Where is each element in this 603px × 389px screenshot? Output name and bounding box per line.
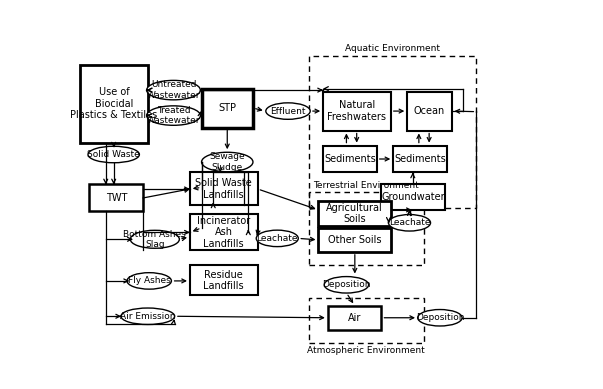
Ellipse shape	[88, 146, 139, 163]
Text: Bottom Ashes
Slag: Bottom Ashes Slag	[124, 230, 186, 249]
Text: Ocean: Ocean	[414, 106, 445, 116]
FancyBboxPatch shape	[382, 184, 444, 210]
Text: Residue
Landfills: Residue Landfills	[203, 270, 244, 291]
FancyBboxPatch shape	[407, 92, 452, 131]
Ellipse shape	[388, 215, 431, 231]
Text: Aquatic Environment: Aquatic Environment	[345, 44, 440, 53]
Text: Untreated
Wastewater: Untreated Wastewater	[147, 81, 200, 100]
FancyBboxPatch shape	[323, 92, 391, 131]
Ellipse shape	[266, 103, 310, 119]
Text: Solid Waste: Solid Waste	[87, 150, 140, 159]
Text: Terrestrial Environment: Terrestrial Environment	[314, 180, 419, 189]
Ellipse shape	[418, 310, 462, 326]
Text: STP: STP	[218, 103, 236, 113]
FancyBboxPatch shape	[318, 228, 391, 252]
Text: Incinerator
Ash
Landfills: Incinerator Ash Landfills	[197, 216, 250, 249]
Text: Agricultural
Soils: Agricultural Soils	[326, 203, 383, 224]
Text: Other Soils: Other Soils	[328, 235, 381, 245]
FancyBboxPatch shape	[323, 145, 377, 172]
FancyBboxPatch shape	[201, 89, 253, 128]
Text: Sewage
Sludge: Sewage Sludge	[209, 152, 245, 172]
Ellipse shape	[324, 277, 368, 293]
Text: Atmospheric Environment: Atmospheric Environment	[308, 345, 425, 355]
Text: Solid Waste
Landfills: Solid Waste Landfills	[195, 178, 252, 200]
FancyBboxPatch shape	[318, 201, 391, 226]
Text: Air Emission: Air Emission	[120, 312, 175, 321]
Ellipse shape	[147, 81, 200, 100]
Text: Natural
Freshwaters: Natural Freshwaters	[327, 100, 387, 122]
FancyBboxPatch shape	[190, 172, 257, 205]
Text: Deposition: Deposition	[415, 313, 464, 322]
Text: Use of
Biocidal
Plastics & Textiles: Use of Biocidal Plastics & Textiles	[71, 87, 157, 120]
Ellipse shape	[121, 308, 175, 324]
FancyBboxPatch shape	[190, 265, 257, 295]
Text: Sediments: Sediments	[394, 154, 446, 164]
Text: Deposition: Deposition	[322, 280, 371, 289]
Text: Sediments: Sediments	[324, 154, 376, 164]
FancyBboxPatch shape	[89, 184, 143, 212]
FancyBboxPatch shape	[190, 214, 257, 251]
Text: Effluent: Effluent	[270, 107, 306, 116]
Ellipse shape	[201, 152, 253, 172]
FancyBboxPatch shape	[80, 65, 148, 142]
Text: Treated
Wastewater: Treated Wastewater	[147, 106, 200, 125]
Text: Fly Ashes: Fly Ashes	[128, 277, 171, 286]
Text: Groundwater: Groundwater	[381, 192, 445, 202]
Text: TWT: TWT	[106, 193, 127, 203]
Ellipse shape	[130, 230, 179, 248]
Ellipse shape	[147, 106, 200, 125]
Text: Air: Air	[348, 313, 361, 323]
Text: Leachate: Leachate	[256, 234, 298, 243]
Text: Leachate: Leachate	[389, 218, 431, 227]
FancyBboxPatch shape	[393, 145, 447, 172]
Ellipse shape	[127, 273, 171, 289]
Ellipse shape	[256, 230, 298, 247]
FancyBboxPatch shape	[328, 306, 382, 330]
